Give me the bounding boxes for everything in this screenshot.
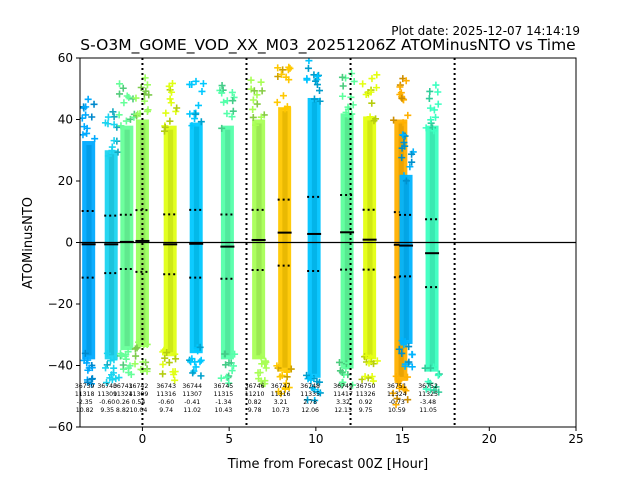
y-axis-label: ATOMinusNTO	[21, 197, 36, 289]
stat-mean: 0.26	[116, 399, 130, 406]
stat-orbit: 36752	[418, 383, 438, 390]
orbit-band-shade	[282, 111, 287, 367]
stat-count: 11324	[387, 391, 407, 398]
orbit-band-shade	[125, 130, 130, 346]
orbit-band-shade	[86, 145, 91, 355]
stat-mean: -0.73	[389, 399, 405, 406]
y-tick-label: −20	[48, 297, 73, 311]
stat-mean: 3.32	[336, 399, 350, 406]
stat-std: 9.75	[359, 407, 373, 414]
orbit-band-shade	[312, 102, 317, 374]
stat-orbit: 36742	[129, 383, 149, 390]
stat-std: 11.02	[183, 407, 201, 414]
orbit-band-shade	[194, 127, 199, 350]
orbit-band-shade	[404, 179, 409, 340]
stat-orbit: 36747	[271, 383, 291, 390]
x-tick-label: 20	[482, 432, 497, 446]
stat-mean: 0.82	[248, 399, 262, 406]
stat-count: 11335	[300, 391, 320, 398]
stat-count: 11309	[129, 391, 149, 398]
stat-mean: -2.35	[77, 399, 93, 406]
orbit-band-shade	[430, 130, 435, 368]
x-tick-label: 10	[308, 432, 323, 446]
stat-std: 8.82	[116, 407, 130, 414]
stat-mean: 3.21	[274, 399, 288, 406]
stat-mean: 2.78	[303, 399, 317, 406]
stat-std: 10.43	[215, 407, 233, 414]
chart-title: S-O3M_GOME_VOD_XX_M03_20251206Z ATOMinus…	[80, 36, 575, 55]
stat-orbit: 36750	[356, 383, 376, 390]
stat-count: 11316	[156, 391, 176, 398]
y-tick-label: −60	[48, 420, 73, 434]
stat-mean: 0.54	[132, 399, 146, 406]
y-tick-label: 0	[65, 236, 73, 250]
stat-orbit: 36746	[245, 383, 265, 390]
stat-count: 11307	[182, 391, 202, 398]
stat-mean: -3.48	[420, 399, 436, 406]
stat-std: 10.73	[272, 407, 290, 414]
stat-std: 10.82	[76, 407, 94, 414]
stat-count: 11318	[75, 391, 95, 398]
stat-orbit: 36749	[333, 383, 353, 390]
orbit-band-shade	[345, 117, 350, 364]
y-tick-label: −40	[48, 359, 73, 373]
x-tick-label: 25	[568, 432, 583, 446]
y-tick-label: 20	[58, 174, 73, 188]
y-tick-label: 60	[58, 51, 73, 65]
stat-orbit: 36744	[182, 383, 202, 390]
stat-std: 9.78	[248, 407, 262, 414]
stat-orbit: 36739	[75, 383, 95, 390]
stat-orbit: 36751	[387, 383, 407, 390]
x-tick-label: 15	[395, 432, 410, 446]
stat-std: 9.74	[159, 407, 173, 414]
stat-orbit: 36748	[300, 383, 320, 390]
stat-orbit: 36743	[156, 383, 176, 390]
stat-mean: 0.92	[359, 399, 373, 406]
stat-count: 11326	[356, 391, 376, 398]
orbit-band-shade	[367, 120, 372, 355]
chart-svg: 3673911318-2.3510.823674011309-0.609.353…	[0, 0, 640, 480]
orbit-band-shade	[168, 130, 173, 353]
y-tick-label: 40	[58, 113, 73, 127]
stat-std: 10.59	[388, 407, 406, 414]
stat-std: 12.13	[334, 407, 352, 414]
stat-mean: -0.60	[158, 399, 174, 406]
stat-count: 11315	[214, 391, 234, 398]
stat-std: 11.05	[419, 407, 437, 414]
stat-mean: -0.41	[184, 399, 200, 406]
orbit-band-shade	[109, 154, 114, 355]
stat-std: 12.06	[301, 407, 319, 414]
stat-count: 11210	[245, 391, 265, 398]
stat-std: 10.04	[130, 407, 148, 414]
stat-count: 11417	[333, 391, 353, 398]
x-axis-label: Time from Forecast 00Z [Hour]	[227, 457, 429, 472]
stat-std: 9.35	[100, 407, 114, 414]
x-tick-label: 5	[225, 432, 233, 446]
stat-count: 11325	[418, 391, 438, 398]
stat-mean: -0.60	[99, 399, 115, 406]
chart-figure: 36739 11318 -2.35 10.82 36740 11309 -0.60 9.35 3…	[0, 0, 640, 480]
stat-mean: -1.34	[215, 399, 231, 406]
stat-count: 11316	[271, 391, 291, 398]
x-tick-label: 0	[139, 432, 147, 446]
stat-orbit: 36745	[214, 383, 234, 390]
